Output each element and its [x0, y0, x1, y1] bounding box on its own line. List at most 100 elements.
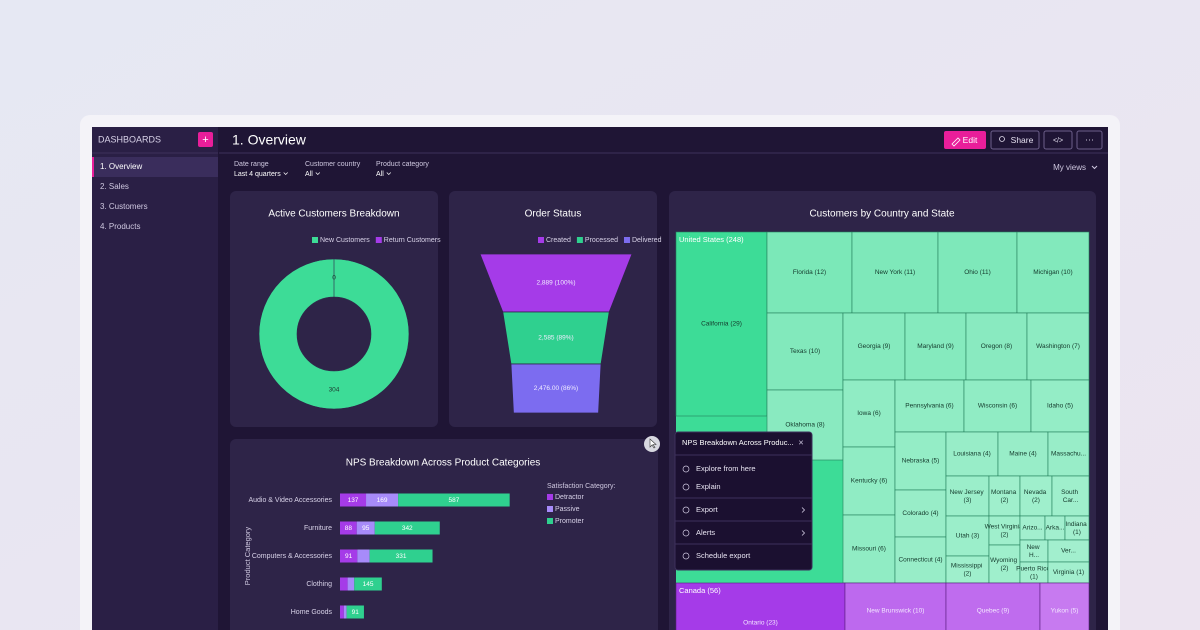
- treemap-label: Quebec (9): [977, 608, 1010, 615]
- treemap-label: Arka...: [1046, 525, 1065, 532]
- treemap-label: Georgia (9): [858, 343, 891, 350]
- legend-label: Processed: [585, 237, 618, 244]
- chart-title: NPS Breakdown Across Product Categories: [346, 458, 541, 469]
- treemap-label: Washington (7): [1036, 343, 1080, 350]
- treemap-cell: [1019, 475, 1053, 517]
- nav-active: [92, 157, 218, 177]
- filter-value[interactable]: Last 4 quarters: [234, 171, 281, 178]
- data-label: 587: [448, 497, 459, 504]
- menu-item[interactable]: Schedule export: [696, 551, 751, 560]
- legend-swatch: [576, 237, 583, 243]
- share-icon: [999, 136, 1005, 142]
- treemap-label: New H...: [1027, 544, 1042, 559]
- data-label: 2,585 (89%): [538, 335, 573, 342]
- chart-title: Order Status: [525, 209, 582, 220]
- add-button[interactable]: [198, 132, 213, 147]
- category-label: Furniture: [304, 525, 332, 532]
- menu-icon: [682, 529, 690, 537]
- menu-item[interactable]: Explore from here: [696, 464, 756, 473]
- category-label: Clothing: [306, 581, 332, 588]
- treemap-label: Wyoming (2): [990, 557, 1019, 572]
- nav-item[interactable]: 3. Customers: [100, 202, 148, 211]
- y-axis-label: Product Category: [243, 527, 252, 586]
- menu-icon: [682, 483, 690, 491]
- bar-segment: [347, 577, 355, 591]
- treemap-cell: [965, 312, 1028, 381]
- menu-item[interactable]: Alerts: [696, 528, 715, 537]
- treemap-label: Mississippi (2): [951, 562, 984, 577]
- data-label: 0: [332, 275, 336, 282]
- legend-swatch: [623, 237, 630, 243]
- menu-item[interactable]: Explain: [696, 482, 721, 491]
- treemap-cell: [842, 312, 906, 381]
- treemap-cell: [937, 231, 1018, 314]
- menu: [674, 431, 813, 571]
- treemap-cell: [766, 231, 853, 314]
- share-button[interactable]: [990, 130, 1040, 150]
- nav-item[interactable]: 1. Overview: [100, 162, 142, 171]
- treemap-label: Utah (3): [956, 533, 979, 540]
- submenu-arrow: [801, 530, 806, 536]
- legend-label: Delivered: [632, 237, 662, 244]
- embed-button[interactable]: [1043, 130, 1073, 150]
- legend-label: Promoter: [555, 518, 584, 525]
- treemap-label: Pennsylvania (6): [905, 403, 953, 410]
- nav-indicator: [92, 157, 94, 177]
- treemap-label: Florida (12): [793, 269, 826, 276]
- treemap-label: Ohio (11): [964, 269, 991, 276]
- treemap-cell: [945, 515, 990, 557]
- treemap-cell: [844, 582, 947, 630]
- treemap-cell: [1026, 312, 1090, 381]
- legend-swatch: [375, 237, 382, 243]
- data-label: 88: [345, 525, 353, 532]
- menu-close[interactable]: ×: [798, 437, 803, 447]
- treemap-label: Louisiana (4): [953, 451, 991, 458]
- nav-item[interactable]: 4. Products: [100, 222, 140, 231]
- sidebar-title: DASHBOARDS: [98, 134, 161, 144]
- data-label: 331: [396, 553, 407, 560]
- menu-icon: [682, 506, 690, 514]
- treemap-label: California (29): [701, 321, 742, 328]
- bar-segment: [374, 521, 440, 535]
- treemap-cell: [675, 582, 846, 630]
- share-label[interactable]: Share: [1011, 135, 1034, 145]
- menu-item[interactable]: Export: [696, 505, 719, 514]
- legend-swatch: [547, 518, 553, 524]
- treemap-cell: [997, 431, 1049, 477]
- data-label: 342: [402, 525, 413, 532]
- more-label[interactable]: ···: [1085, 134, 1094, 144]
- chevron: [315, 172, 321, 175]
- treemap-cell: [842, 379, 896, 448]
- treemap-label: Colorado (4): [902, 510, 938, 517]
- my-views[interactable]: My views: [1053, 163, 1086, 172]
- filter-value[interactable]: All: [305, 171, 313, 178]
- treemap-cell: [1064, 515, 1090, 541]
- menu-icon: [682, 552, 690, 560]
- treemap-label: Virginia (1): [1053, 569, 1084, 576]
- edit-button[interactable]: [944, 131, 986, 149]
- treemap-label: Maine (4): [1009, 451, 1036, 458]
- more-button[interactable]: [1076, 130, 1103, 150]
- add-button-label[interactable]: +: [202, 134, 208, 146]
- treemap-label: Yukon (5): [1051, 608, 1079, 615]
- cursor: [649, 438, 657, 449]
- data-label: 2,476.00 (86%): [534, 385, 578, 392]
- bar-segment: [354, 577, 382, 591]
- treemap-label: Puerto Rico (1): [1016, 565, 1052, 580]
- treemap-label: Iowa (6): [857, 410, 880, 417]
- nav-item[interactable]: 2. Sales: [100, 182, 129, 191]
- treemap-label: South Car...: [1061, 489, 1080, 504]
- legend-swatch: [312, 237, 318, 243]
- legend-label: Passive: [555, 506, 580, 513]
- treemap-label: Connecticut (4): [898, 557, 942, 564]
- category-label: Audio & Video Accessories: [248, 497, 332, 504]
- treemap-label: Kentucky (6): [851, 478, 888, 485]
- embed-label[interactable]: </>: [1053, 137, 1063, 144]
- filter-value[interactable]: All: [376, 171, 384, 178]
- menu-icon: [682, 465, 690, 473]
- edit-label[interactable]: Edit: [963, 135, 978, 145]
- treemap-label: Idaho (5): [1047, 403, 1073, 410]
- category-label: Computers & Accessories: [252, 553, 333, 560]
- treemap-label: Oklahoma (8): [785, 422, 824, 429]
